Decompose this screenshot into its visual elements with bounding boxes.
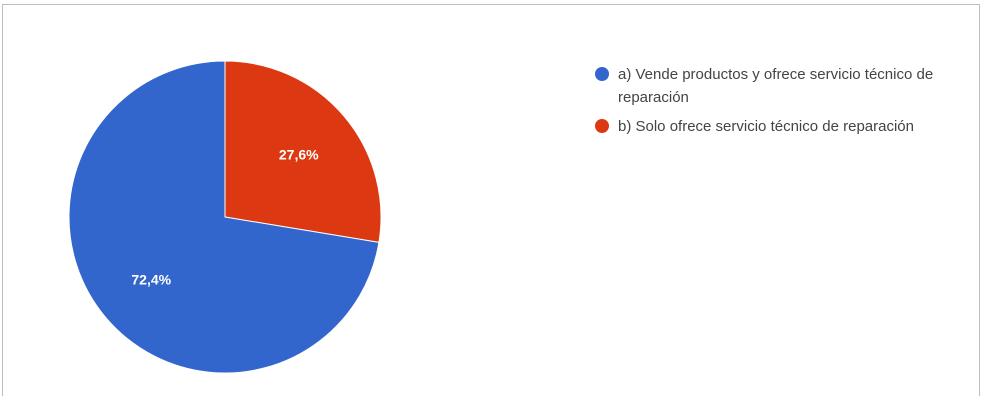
pie-chart: 27,6% 72,4% bbox=[68, 60, 382, 374]
legend: a) Vende productos y ofrece servicio téc… bbox=[595, 63, 975, 144]
legend-item-a[interactable]: a) Vende productos y ofrece servicio téc… bbox=[595, 63, 975, 109]
legend-label-b: b) Solo ofrece servicio técnico de repar… bbox=[618, 118, 914, 135]
pie-slice-b[interactable] bbox=[224, 60, 382, 243]
legend-item-b[interactable]: b) Solo ofrece servicio técnico de repar… bbox=[595, 115, 975, 138]
pie-label-b: 27,6% bbox=[279, 146, 319, 162]
pie-slice-a[interactable] bbox=[68, 60, 380, 374]
pie-label-a: 72,4% bbox=[131, 272, 171, 288]
legend-swatch-a bbox=[595, 67, 609, 81]
legend-label-a: a) Vende productos y ofrece servicio téc… bbox=[618, 66, 934, 106]
legend-swatch-b bbox=[595, 119, 609, 133]
chart-frame: 27,6% 72,4% a) Vende productos y ofrece s… bbox=[2, 4, 980, 396]
